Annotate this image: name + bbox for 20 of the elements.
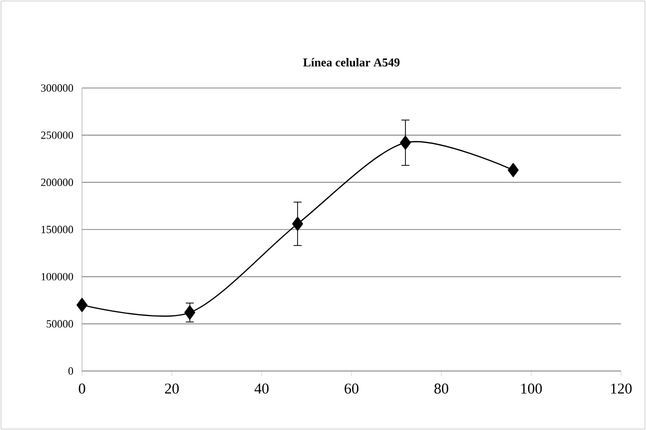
y-tick-label: 300000 xyxy=(41,84,74,92)
y-tick-label: 150000 xyxy=(42,226,74,234)
x-tick-label: 100 xyxy=(521,384,542,394)
y-tick-label: 0 xyxy=(68,367,74,375)
point xyxy=(400,136,411,150)
y-tick-label: 100000 xyxy=(42,272,74,280)
x-tick-label: 20 xyxy=(165,384,179,394)
point xyxy=(184,305,196,320)
x-tick-label: 60 xyxy=(344,384,358,394)
y-tick-label: 200000 xyxy=(41,178,74,186)
point xyxy=(292,216,304,231)
y-tick-label: 250000 xyxy=(41,131,74,139)
x-tick-label: 80 xyxy=(434,384,448,394)
y-tick-label: 50000 xyxy=(46,320,74,328)
x-tick-label: 40 xyxy=(254,384,269,394)
x-tick-label: 120 xyxy=(611,384,632,394)
point xyxy=(76,298,88,312)
point xyxy=(508,162,519,178)
x-tick-label: 0 xyxy=(78,384,86,394)
chart-title: Línea celular A549 xyxy=(303,58,400,66)
